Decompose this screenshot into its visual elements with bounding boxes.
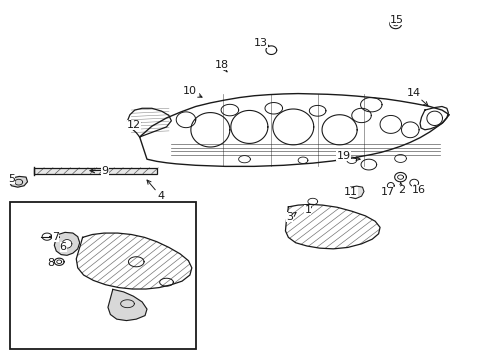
Text: 13: 13 <box>253 38 268 48</box>
Bar <box>34 168 157 174</box>
Polygon shape <box>285 204 379 249</box>
Polygon shape <box>62 239 72 248</box>
Polygon shape <box>54 232 80 255</box>
Polygon shape <box>127 108 171 137</box>
Text: 15: 15 <box>389 15 403 26</box>
Polygon shape <box>9 176 27 187</box>
Text: 8: 8 <box>47 258 54 268</box>
Text: 5: 5 <box>8 174 15 184</box>
Text: 17: 17 <box>380 187 394 197</box>
Text: 4: 4 <box>147 180 164 201</box>
Text: 12: 12 <box>126 121 141 130</box>
Text: 10: 10 <box>183 86 202 97</box>
Text: 9: 9 <box>101 166 108 176</box>
Text: 3: 3 <box>286 212 296 222</box>
Polygon shape <box>419 107 447 130</box>
Text: 6: 6 <box>60 242 66 252</box>
Polygon shape <box>347 186 363 199</box>
Text: 16: 16 <box>411 185 425 195</box>
Text: 14: 14 <box>407 88 427 106</box>
Text: 11: 11 <box>343 187 357 197</box>
Text: 7: 7 <box>52 232 60 242</box>
Polygon shape <box>76 233 191 289</box>
Polygon shape <box>140 94 448 166</box>
Bar <box>10 202 195 348</box>
Text: 19: 19 <box>336 151 360 161</box>
Text: 2: 2 <box>397 182 404 195</box>
Polygon shape <box>108 289 147 320</box>
Text: 1: 1 <box>304 206 311 216</box>
Text: 18: 18 <box>214 59 228 72</box>
